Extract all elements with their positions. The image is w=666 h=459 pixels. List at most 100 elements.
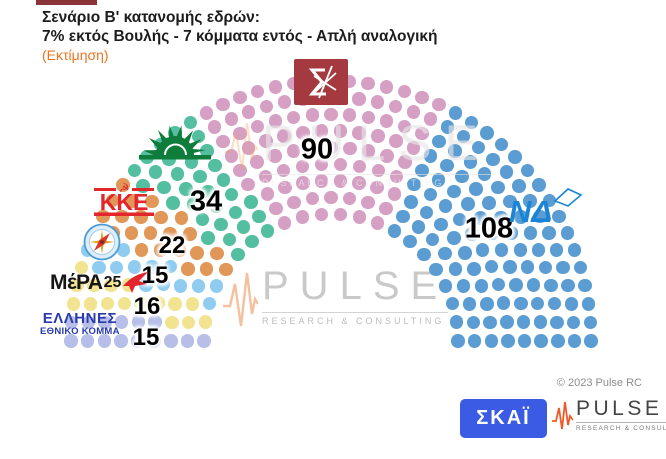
- seat-dot: [542, 193, 557, 208]
- seat-dot: [216, 97, 230, 112]
- seat-dot: [222, 232, 237, 247]
- seat-dot: [116, 178, 130, 192]
- seat-dot: [139, 278, 153, 292]
- seat-dot: [550, 315, 564, 330]
- chart-header: Σενάριο Β' κατανομής εδρών: 7% εκτός Βου…: [42, 8, 438, 65]
- seat-dot: [183, 115, 198, 130]
- seat-dot: [324, 190, 338, 205]
- seat-dot: [201, 184, 215, 199]
- seat-dot: [389, 134, 403, 148]
- seat-dot: [419, 205, 434, 220]
- seat-dot: [411, 220, 426, 234]
- seat-dot: [566, 315, 581, 330]
- seat-dot: [127, 163, 142, 178]
- seat-dot: [484, 334, 498, 348]
- seat-dot: [252, 209, 266, 224]
- seat-dot: [224, 112, 239, 126]
- mera25-logo-text: ΜέΡΑ: [50, 271, 103, 294]
- seat-dot: [423, 149, 438, 163]
- seat-dot: [458, 246, 472, 260]
- seat-dot: [105, 193, 120, 208]
- seat-dot: [114, 315, 129, 329]
- seat-dot: [438, 246, 452, 261]
- seat-dot: [352, 159, 367, 174]
- ellines-logo-line2: ΕΘΝΙΚΟ ΚΟΜΜΑ: [40, 325, 120, 337]
- seat-dot: [530, 296, 545, 311]
- svg-text:ΚΚΕ: ΚΚΕ: [100, 189, 149, 215]
- seat-dot: [314, 174, 329, 188]
- seat-dot: [514, 210, 528, 224]
- seat-dot: [114, 334, 128, 348]
- ellines-logo: ΕΛΛΗΝΕΣ ΕΘΝΙΚΟ ΚΟΜΜΑ: [40, 311, 120, 337]
- seat-dot: [483, 315, 497, 330]
- seat-dot: [153, 243, 168, 257]
- seat-dot: [295, 159, 310, 174]
- seat-dot: [216, 134, 230, 149]
- seat-dot: [173, 279, 188, 293]
- seat-dot: [499, 165, 514, 179]
- seat-dot: [250, 155, 264, 169]
- seat-dot: [423, 112, 438, 126]
- svg-text:ΝΔ: ΝΔ: [509, 194, 552, 226]
- seat-dot: [397, 119, 412, 134]
- seat-dot: [233, 126, 247, 141]
- seat-dot: [448, 144, 462, 158]
- seat-dot: [81, 315, 96, 330]
- seat-dot: [83, 297, 98, 311]
- seat-dot: [87, 278, 101, 293]
- seat-dot: [496, 296, 511, 310]
- seat-dot: [163, 259, 178, 274]
- seat-dot: [438, 279, 453, 293]
- seat-dot: [387, 187, 402, 201]
- kke-logo: ☭ ΚΚΕ: [94, 181, 154, 216]
- pulse-watermark-upper: PULSE RESEARCH & CONSULTING: [224, 118, 491, 188]
- seat-dot: [471, 140, 486, 155]
- seat-dot: [533, 315, 548, 329]
- seats-label-kke: 22: [158, 232, 186, 259]
- seat-dot: [241, 177, 255, 192]
- seat-dot: [130, 334, 145, 348]
- seat-dot: [534, 334, 548, 348]
- seat-dot: [199, 106, 214, 120]
- seat-dot: [333, 207, 348, 222]
- mera25-bird-icon: [123, 272, 149, 293]
- watermark-brand: PULSE: [262, 264, 449, 308]
- seat-dot: [425, 232, 440, 247]
- seat-dot: [500, 315, 514, 329]
- seat-dot: [379, 114, 394, 128]
- seat-dot: [503, 194, 517, 209]
- seats-label-nd: 108: [464, 212, 514, 245]
- seat-dot: [145, 260, 159, 274]
- seat-dot: [451, 334, 465, 348]
- seat-dot: [233, 90, 247, 105]
- seat-dot: [370, 180, 384, 195]
- seat-dot: [491, 180, 505, 195]
- seats-label-plefsi: 15: [141, 262, 169, 289]
- seat-dot: [462, 297, 477, 311]
- seat-dot: [560, 226, 575, 240]
- seat-dot: [333, 157, 348, 172]
- seat-dot: [209, 279, 224, 293]
- seat-dot: [305, 141, 319, 156]
- seat-dot: [324, 107, 338, 121]
- seat-dot: [361, 110, 376, 125]
- seat-dot: [191, 279, 206, 293]
- seat-dot: [494, 243, 509, 257]
- seat-dot: [97, 334, 111, 348]
- seat-dot: [207, 120, 222, 134]
- seat-dot: [231, 247, 245, 262]
- seat-dot: [464, 115, 479, 130]
- seat-dot: [343, 141, 357, 156]
- seat-dot: [165, 315, 179, 330]
- seat-dot: [544, 278, 558, 293]
- seat-dot: [379, 80, 394, 94]
- seat-dot: [512, 179, 526, 193]
- seat-dot: [397, 84, 411, 99]
- seat-dot: [447, 184, 461, 199]
- seat-dot: [157, 180, 171, 195]
- seat-dot: [447, 231, 461, 245]
- seat-dot: [224, 187, 239, 202]
- seat-dot: [277, 95, 292, 109]
- seat-dot: [287, 195, 301, 210]
